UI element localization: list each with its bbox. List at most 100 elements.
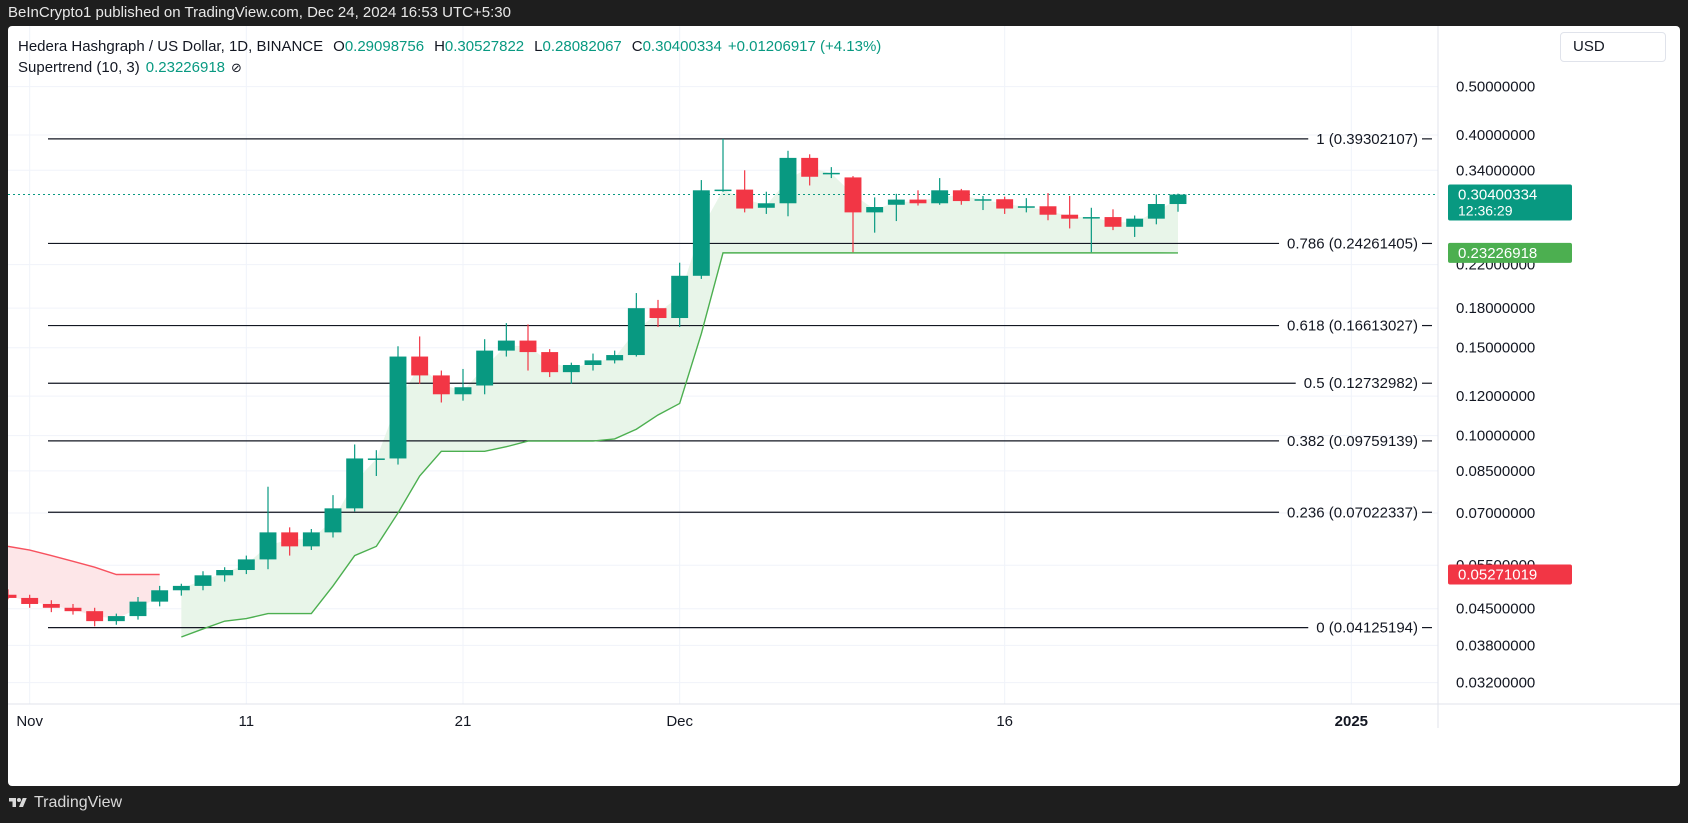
candle-body[interactable] (714, 189, 732, 192)
y-tick-label: 0.07000000 (1456, 505, 1535, 522)
y-tick-label: 0.03800000 (1456, 637, 1535, 654)
axis-price-badge-value: 0.05271019 (1458, 566, 1537, 583)
candle-body[interactable] (801, 157, 819, 177)
candle-body[interactable] (844, 177, 862, 213)
candle-body[interactable] (21, 597, 39, 604)
candle-body[interactable] (736, 189, 754, 209)
candle-body[interactable] (649, 308, 667, 319)
candle-body[interactable] (1147, 204, 1165, 219)
candle-body[interactable] (822, 172, 840, 175)
y-tick-label: 0.12000000 (1456, 388, 1535, 405)
hidden-eye-icon[interactable]: ⊘ (231, 60, 242, 75)
y-tick-label: 0.50000000 (1456, 79, 1535, 96)
candle-body[interactable] (606, 355, 624, 361)
candle-body[interactable] (497, 340, 515, 351)
y-tick-label: 0.40000000 (1456, 127, 1535, 144)
candle-body[interactable] (324, 508, 342, 533)
supertrend-down-line (8, 545, 160, 576)
candle-body[interactable] (64, 607, 82, 612)
candle-body[interactable] (259, 532, 277, 560)
axis-price-badge (1448, 564, 1572, 585)
change-value: +0.01206917 (+4.13%) (727, 38, 882, 55)
high-key: H (434, 38, 445, 55)
indicator-row: Supertrend (10, 3) 0.23226918 ⊘ (18, 57, 881, 78)
y-tick-label: 0.10000000 (1456, 428, 1535, 445)
candle-body[interactable] (887, 199, 905, 205)
brand-name: TradingView (34, 794, 123, 811)
axis-price-badge-countdown: 12:36:29 (1458, 203, 1513, 219)
candle-body[interactable] (302, 532, 320, 547)
candle-body[interactable] (411, 356, 429, 376)
candle-body[interactable] (779, 157, 797, 204)
x-tick-label: 21 (455, 713, 472, 730)
fib-level-label: 0.236 (0.07022337) (1287, 504, 1418, 521)
candle-body[interactable] (1061, 214, 1079, 219)
candle-body[interactable] (151, 590, 169, 602)
fib-level-label: 0.5 (0.12732982) (1304, 375, 1418, 392)
candle-body[interactable] (1169, 194, 1187, 205)
symbol-title[interactable]: Hedera Hashgraph / US Dollar, 1D, BINANC… (18, 38, 324, 55)
candle-body[interactable] (1039, 206, 1057, 215)
indicator-name[interactable]: Supertrend (10, 3) (18, 59, 140, 76)
candle-body[interactable] (367, 458, 385, 460)
candle-body[interactable] (432, 375, 450, 395)
chart-panel[interactable]: 1 (0.39302107) 0.786 (0.24261405) 0.618 (0… (8, 26, 1680, 786)
fib-level-label: 0.618 (0.16613027) (1287, 318, 1418, 335)
candle-body[interactable] (86, 611, 104, 622)
candle-body[interactable] (194, 575, 212, 586)
currency-selector[interactable]: USD (1560, 32, 1666, 62)
candle-body[interactable] (866, 207, 884, 213)
candle-body[interactable] (952, 190, 970, 202)
candle-body[interactable] (172, 585, 190, 591)
candle-body[interactable] (909, 199, 927, 204)
candle-body[interactable] (476, 350, 494, 386)
x-tick-label: 11 (239, 713, 255, 730)
y-tick-label: 0.15000000 (1456, 340, 1535, 357)
candle-body[interactable] (996, 199, 1014, 209)
x-tick-label: 16 (996, 713, 1013, 730)
fib-level-label: 0.786 (0.24261405) (1287, 235, 1418, 252)
candle-body[interactable] (129, 601, 147, 617)
x-tick-label: 2025 (1335, 713, 1368, 730)
publish-attribution: BeInCrypto1 published on TradingView.com… (8, 4, 511, 21)
candle-body[interactable] (346, 458, 364, 509)
candle-body[interactable] (692, 190, 710, 276)
ohlc-row: Hedera Hashgraph / US Dollar, 1D, BINANC… (18, 36, 881, 57)
candle-body[interactable] (107, 616, 125, 622)
chart-legend: Hedera Hashgraph / US Dollar, 1D, BINANC… (18, 36, 881, 78)
y-tick-label: 0.03200000 (1456, 675, 1535, 692)
candle-body[interactable] (931, 190, 949, 204)
axis-price-badge-value: 0.23226918 (1458, 245, 1537, 262)
candle-body[interactable] (1017, 206, 1035, 208)
candle-body[interactable] (454, 387, 472, 395)
candle-body[interactable] (281, 532, 299, 547)
candle-body[interactable] (757, 203, 775, 208)
axis-price-badge (1448, 184, 1572, 221)
indicator-value: 0.23226918 (145, 59, 225, 76)
candle-body[interactable] (237, 559, 255, 571)
price-chart[interactable]: 1 (0.39302107) 0.786 (0.24261405) 0.618 (0… (8, 26, 1680, 786)
candle-body[interactable] (1104, 217, 1122, 227)
x-tick-label: Dec (666, 713, 693, 730)
close-key: C (631, 38, 643, 55)
y-tick-label: 0.18000000 (1456, 300, 1535, 317)
y-tick-label: 0.08500000 (1456, 463, 1535, 480)
candle-body[interactable] (584, 360, 602, 365)
axis-price-badge (1448, 242, 1572, 263)
candle-body[interactable] (42, 603, 60, 608)
candle-body[interactable] (8, 594, 17, 598)
candle-body[interactable] (1126, 218, 1144, 227)
candle-body[interactable] (1082, 217, 1100, 219)
candle-body[interactable] (519, 340, 537, 353)
candle-body[interactable] (562, 364, 580, 373)
candle-body[interactable] (541, 352, 559, 373)
open-key: O (333, 38, 345, 55)
candle-body[interactable] (216, 570, 234, 576)
footer-brand: TradingView (8, 788, 122, 818)
open-value: 0.29098756 (344, 38, 425, 55)
candle-body[interactable] (671, 275, 689, 319)
candle-body[interactable] (974, 199, 992, 201)
low-value: 0.28082067 (542, 38, 622, 55)
candle-body[interactable] (627, 308, 645, 356)
candle-body[interactable] (389, 356, 407, 459)
